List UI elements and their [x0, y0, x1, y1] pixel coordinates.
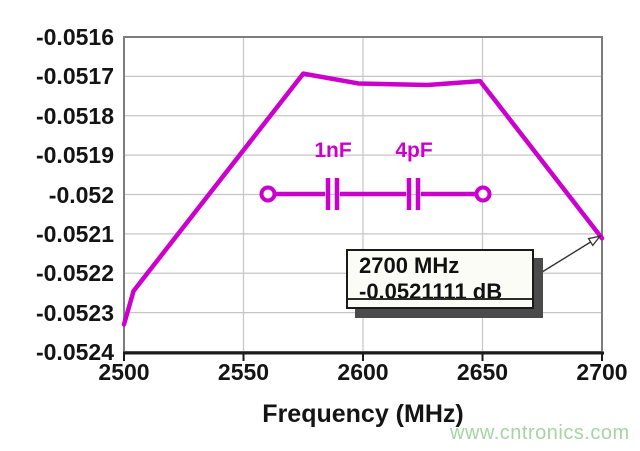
- callout-value-text: -0.0521111 dB: [359, 279, 503, 304]
- circuit-terminal-icon: [259, 185, 277, 203]
- capacitor-1nf-label: 1nF: [314, 139, 352, 162]
- annotation-arrowhead-icon: [587, 235, 602, 247]
- x-axis-title: Frequency (MHz): [262, 400, 464, 428]
- callout-frequency-text: 2700 MHz: [359, 253, 460, 278]
- annotation-leader-line: [533, 241, 592, 278]
- circuit-terminal-icon: [474, 185, 492, 203]
- watermark-text: www.cntronics.com: [450, 422, 630, 444]
- capacitor-4pf-label: 4pF: [395, 139, 433, 162]
- marker-callout-box: 2700 MHz -0.0521111 dB: [346, 249, 534, 309]
- response-curve: [121, 71, 605, 327]
- callout-divider-line: [348, 298, 532, 300]
